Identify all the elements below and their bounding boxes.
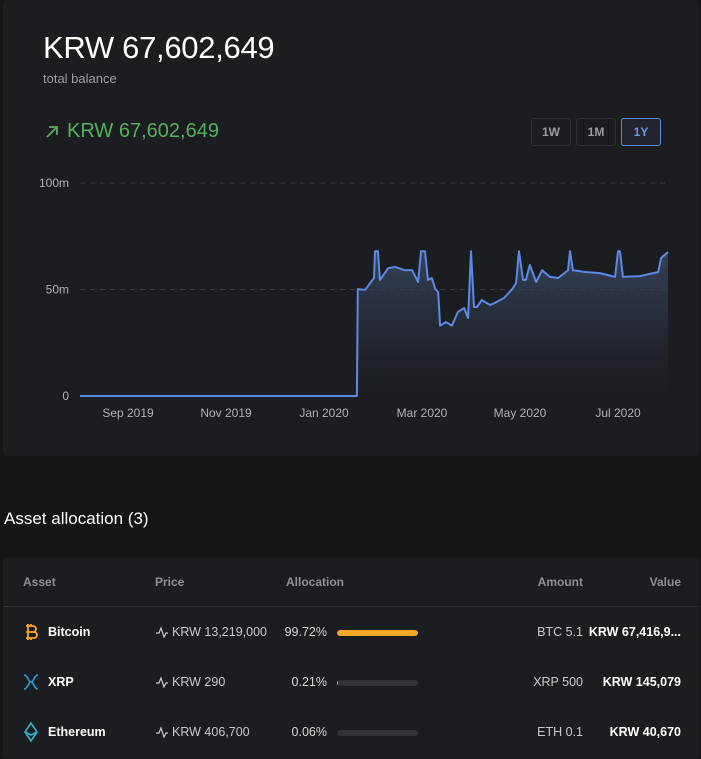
allocation-bar-fill [337, 630, 418, 636]
x-tick-label: Mar 2020 [397, 406, 448, 420]
header-value[interactable]: Value [649, 575, 681, 589]
y-tick-label: 0 [62, 389, 69, 403]
header-allocation: Allocation [286, 575, 345, 589]
total-balance: KRW 67,602,649 [43, 30, 275, 65]
asset-price-value: KRW 290 [172, 675, 226, 689]
asset-amount: ETH 0.1 [537, 725, 583, 739]
asset-price: KRW 290 [155, 675, 225, 689]
x-tick-label: Jul 2020 [595, 406, 641, 420]
asset-value: KRW 145,079 [602, 675, 681, 689]
table-row[interactable]: XRP KRW 290 0.21% XRP 500 KRW 145,079 [3, 658, 700, 708]
ethereum-icon [24, 722, 38, 742]
balance-card: KRW 67,602,649 total balance KRW 67,602,… [3, 0, 700, 456]
series-line [80, 250, 669, 397]
asset-name: Ethereum [48, 725, 106, 739]
arrow-up-right-icon [46, 125, 58, 138]
pulse-icon [156, 676, 168, 688]
x-tick-label: Nov 2019 [200, 406, 252, 420]
total-balance-label: total balance [43, 71, 117, 86]
y-tick-label: 50m [46, 283, 69, 297]
pulse-icon [156, 626, 168, 638]
y-tick-label: 100m [39, 176, 69, 190]
area-fill [80, 251, 668, 396]
range-1m-button[interactable]: 1M [576, 118, 616, 146]
allocation-percent: 0.06% [291, 725, 327, 739]
range-selector: 1W 1M 1Y [531, 118, 661, 146]
bitcoin-icon [26, 624, 38, 640]
allocation-bar [337, 630, 418, 636]
asset-allocation-table: Asset Price Allocation Amount Value Bitc… [3, 557, 700, 759]
asset-price: KRW 13,219,000 [155, 625, 267, 639]
range-1w-button[interactable]: 1W [531, 118, 571, 146]
allocation-bar [337, 680, 418, 686]
xrp-icon [23, 674, 39, 690]
table-row[interactable]: Ethereum KRW 406,700 0.06% ETH 0.1 KRW 4… [3, 708, 700, 758]
asset-price-value: KRW 13,219,000 [172, 625, 267, 639]
balance-change-value: KRW 67,602,649 [67, 120, 219, 142]
header-divider [3, 606, 700, 607]
range-1y-button[interactable]: 1Y [621, 118, 661, 146]
asset-allocation-title: Asset allocation (3) [4, 509, 149, 528]
asset-price-value: KRW 406,700 [172, 725, 250, 739]
pulse-icon [156, 726, 168, 738]
allocation-percent: 0.21% [291, 675, 327, 689]
header-price: Price [155, 575, 185, 589]
x-tick-label: Sep 2019 [102, 406, 154, 420]
asset-amount: XRP 500 [533, 675, 583, 689]
balance-change: KRW 67,602,649 [45, 120, 219, 143]
asset-value: KRW 67,416,9... [588, 625, 681, 639]
balance-chart: 0 50m 100m Sep 2019 Nov 2019 Jan 2020 Mar 2020… [39, 176, 669, 420]
asset-name: XRP [48, 675, 74, 689]
asset-amount: BTC 5.1 [537, 625, 583, 639]
table-row[interactable]: Bitcoin KRW 13,219,000 99.72% BTC 5.1 KR… [3, 608, 700, 658]
asset-name: Bitcoin [48, 625, 91, 639]
x-tick-label: Jan 2020 [299, 406, 349, 420]
header-asset: Asset [23, 575, 56, 589]
allocation-bar [337, 730, 418, 736]
x-tick-label: May 2020 [494, 406, 547, 420]
allocation-percent: 99.72% [284, 625, 327, 639]
header-amount[interactable]: Amount [537, 575, 583, 589]
asset-value: KRW 40,670 [609, 725, 681, 739]
asset-price: KRW 406,700 [155, 725, 250, 739]
